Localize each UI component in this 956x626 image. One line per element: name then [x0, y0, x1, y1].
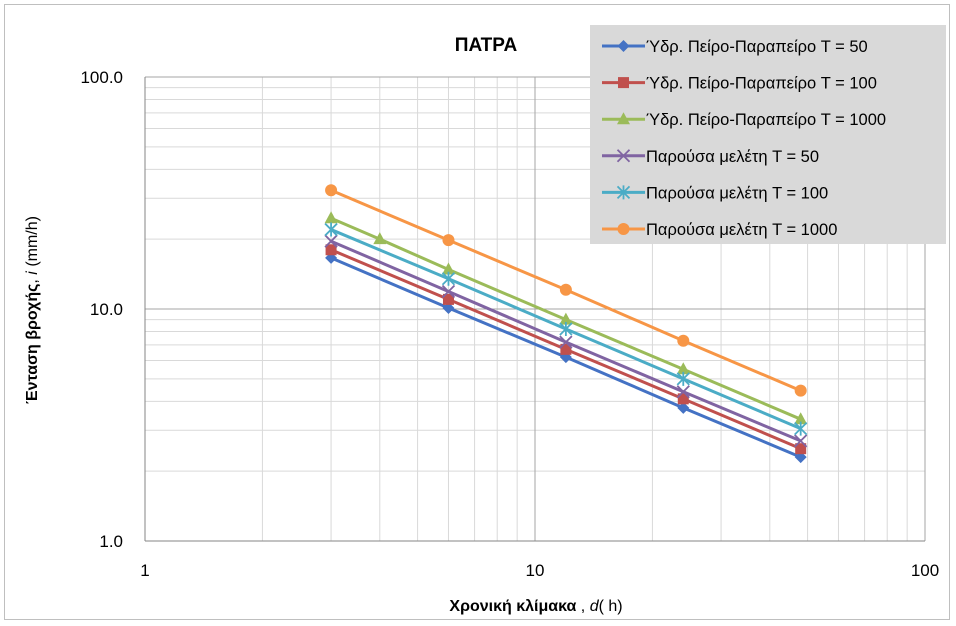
- y-tick-label: 1.0: [99, 532, 123, 551]
- data-point: [559, 335, 573, 349]
- x-axis-title-main: Χρονική κλίμακα: [449, 598, 576, 615]
- legend-item: Παρούσα μελέτη T = 50: [602, 148, 819, 166]
- legend-label: Παρούσα μελέτη T = 1000: [646, 221, 837, 239]
- series-3: [324, 211, 808, 425]
- grid-layer: [144, 76, 926, 542]
- legend-swatch-marker: [618, 77, 629, 89]
- legend-swatch-marker: [617, 223, 630, 235]
- x-tick-label: 1: [140, 561, 149, 580]
- legend-item: Ύδρ. Πείρο-Παραπείρο T = 100: [602, 75, 877, 93]
- data-point: [794, 434, 808, 448]
- data-point: [794, 412, 808, 425]
- legend-label: Παρούσα μελέτη T = 100: [646, 184, 828, 202]
- legend: Ύδρ. Πείρο-Παραπείρο T = 50 Ύδρ. Πείρο-Πα…: [590, 25, 946, 244]
- data-point: [794, 421, 808, 436]
- y-axis-title-main: Ένταση βροχής: [24, 284, 41, 404]
- legend-swatch-marker: [617, 112, 630, 125]
- data-point: [676, 371, 690, 386]
- chart-title: ΠΑΤΡΑ: [455, 35, 518, 56]
- data-point: [559, 312, 573, 325]
- data-point: [442, 301, 455, 314]
- data-point: [559, 283, 572, 296]
- series-2: [325, 244, 807, 455]
- legend-item: Παρούσα μελέτη T = 1000: [602, 221, 837, 239]
- legend-item: Ύδρ. Πείρο-Παραπείρο T = 50: [602, 38, 868, 56]
- y-axis-title-unit: (mm/h): [24, 216, 41, 271]
- data-point: [442, 234, 455, 247]
- data-point: [441, 271, 456, 286]
- data-point: [441, 284, 456, 299]
- legend-box: [590, 25, 946, 244]
- data-point: [560, 343, 572, 355]
- data-point: [794, 384, 807, 397]
- legend-label: Ύδρ. Πείρο-Παραπείρο T = 50: [646, 38, 868, 56]
- tick-label-layer: 1 10 100 1.0 10.0 100.0: [80, 68, 939, 580]
- data-point: [373, 232, 387, 245]
- series-5: [324, 222, 808, 436]
- series-layer: [324, 184, 808, 464]
- y-axis-title: Ένταση βροχής, i (mm/h): [24, 216, 41, 404]
- legend-label: Ύδρ. Πείρο-Παραπείρο T = 100: [646, 75, 877, 93]
- series-line: [330, 216, 802, 421]
- data-point: [325, 244, 337, 256]
- y-axis-title-symbol: i: [24, 271, 41, 275]
- data-point: [676, 385, 690, 399]
- data-point: [324, 211, 338, 224]
- legend-label: Ύδρ. Πείρο-Παραπείρο T = 1000: [646, 111, 886, 129]
- x-tick-label: 10: [526, 561, 545, 580]
- x-axis-title-unit: ( h): [599, 598, 623, 615]
- legend-item: Παρούσα μελέτη T = 100: [602, 184, 828, 202]
- y-tick-label: 100.0: [80, 68, 123, 87]
- legend-item: Ύδρ. Πείρο-Παραπείρο T = 1000: [602, 111, 886, 129]
- data-point: [677, 401, 690, 414]
- data-point: [795, 443, 807, 455]
- data-point: [325, 251, 338, 264]
- data-point: [677, 393, 689, 405]
- legend-swatch-marker: [617, 40, 630, 52]
- y-tick-label: 10.0: [90, 300, 123, 319]
- data-point: [442, 293, 454, 305]
- data-point: [324, 234, 338, 248]
- x-axis-title: Χρονική κλίμακα , d( h): [449, 598, 622, 615]
- series-4: [324, 234, 808, 448]
- legend-label: Παρούσα μελέτη T = 50: [646, 148, 819, 166]
- data-point: [677, 334, 690, 347]
- x-axis-title-symbol: d: [590, 598, 600, 615]
- data-point: [324, 222, 338, 237]
- legend-swatch-marker: [616, 149, 631, 163]
- data-point: [441, 262, 455, 275]
- x-tick-label: 100: [911, 561, 939, 580]
- y-axis-title-sep: ,: [24, 275, 41, 284]
- data-point: [676, 362, 690, 375]
- x-axis-title-sep: ,: [576, 598, 589, 615]
- data-point: [559, 321, 573, 336]
- series-1: [325, 251, 807, 464]
- legend-swatch-marker: [616, 185, 631, 200]
- series-6: [325, 184, 807, 397]
- data-point: [325, 184, 338, 197]
